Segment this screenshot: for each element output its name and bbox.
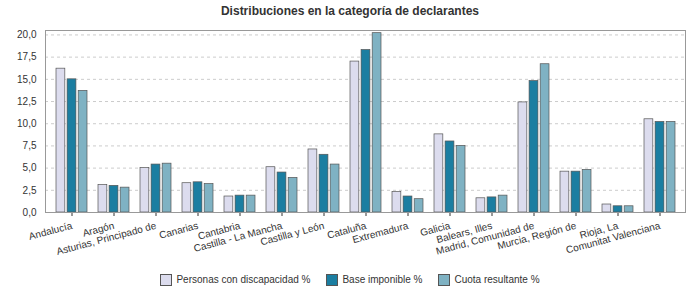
svg-text:5,0: 5,0 xyxy=(23,162,37,173)
svg-text:Castilla y León: Castilla y León xyxy=(259,220,325,248)
html-text:Base imponible %: Base imponible % xyxy=(342,273,423,285)
svg-text:Galicia: Galicia xyxy=(419,219,452,239)
svg-text:0,0: 0,0 xyxy=(23,207,37,218)
html-text:Cuota resultante %: Cuota resultante % xyxy=(454,273,540,285)
svg-text:7,5: 7,5 xyxy=(23,140,37,151)
svg-text:17,5: 17,5 xyxy=(17,51,37,62)
svg-text:Balears, Illes: Balears, Illes xyxy=(435,219,494,246)
svg-text:Aragón: Aragón xyxy=(81,219,116,239)
svg-text:Murcia, Región de: Murcia, Región de xyxy=(496,219,578,252)
svg-text:20,0: 20,0 xyxy=(17,29,37,40)
html-text:Distribuciones en la categoría: Distribuciones en la categoría de declar… xyxy=(221,4,479,18)
svg-text:2,5: 2,5 xyxy=(23,185,37,196)
svg-text:Extremadura: Extremadura xyxy=(351,220,410,246)
svg-text:10,0: 10,0 xyxy=(17,118,37,129)
svg-text:Castilla - La Mancha: Castilla - La Mancha xyxy=(192,219,284,254)
svg-text:Andalucía: Andalucía xyxy=(28,220,74,242)
svg-text:15,0: 15,0 xyxy=(17,74,37,85)
svg-text:Cataluña: Cataluña xyxy=(325,219,368,241)
svg-text:12,5: 12,5 xyxy=(17,96,37,107)
svg-text:Madrid, Comunidad de: Madrid, Comunidad de xyxy=(434,219,536,257)
html-text:Personas con discapacidad %: Personas con discapacidad % xyxy=(176,273,311,285)
svg-text:Canarias: Canarias xyxy=(158,220,200,241)
svg-text:Comunitat Valenciana: Comunitat Valenciana xyxy=(565,220,662,256)
svg-text:Rioja, La: Rioja, La xyxy=(578,219,620,241)
svg-text:Asturias, Principado de: Asturias, Principado de xyxy=(55,220,158,257)
svg-text:Cantabria: Cantabria xyxy=(196,219,242,242)
